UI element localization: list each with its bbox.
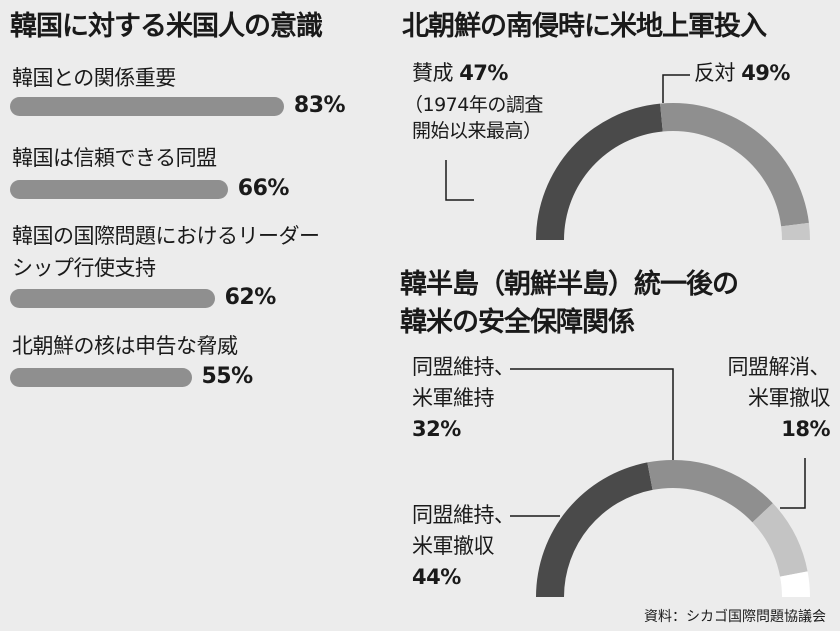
source-note: 資料：シカゴ国際問題協議会 [644, 609, 826, 625]
chart-title-security-line2: 韓米の安全保障関係 [400, 307, 635, 338]
slice-value-label: 18% [781, 417, 830, 441]
bar-value-label: 62% [224, 285, 277, 310]
slice-value-label: 47% [459, 61, 508, 85]
bar [10, 368, 192, 387]
bar [10, 289, 215, 308]
bar-label: 韓国の国際問題におけるリーダー [12, 224, 320, 248]
bar-label: 韓国は信頼できる同盟 [12, 146, 217, 170]
leader-line-dissolve [780, 458, 806, 509]
slice-label: 反対 [694, 61, 736, 85]
slice-label-line1: 同盟解消、 [727, 355, 831, 379]
chart-title-security-line1: 韓半島（朝鮮半島）統一後の [400, 269, 739, 300]
bar-value-label: 83% [293, 93, 346, 118]
bar-label: 韓国との関係重要 [12, 66, 176, 90]
annotation-oppose: 反対 49% [694, 58, 790, 89]
slice-label-line2: 米軍撤収 [412, 534, 494, 558]
donut-slice [660, 103, 809, 227]
chart-title-us-perception: 韓国に対する米国人の意識 [10, 11, 323, 42]
slice-value-label: 49% [741, 61, 790, 85]
bar-label: 北朝鮮の核は申告な脅威 [12, 334, 238, 358]
support-note-line2: 開始以来最高） [412, 120, 542, 142]
annotation-support: 賛成 47% [412, 58, 508, 89]
donut-slice [536, 462, 653, 597]
support-note-line1: （1974年の調査 [404, 94, 543, 116]
slice-label-line1: 同盟維持、 [412, 503, 515, 527]
annotation-keep-withdraw: 同盟維持、 米軍撤収 44% [412, 500, 515, 593]
annotation-dissolve: 同盟解消、 米軍撤収 18% [712, 352, 831, 445]
donut-slice [647, 459, 773, 523]
bar-value-label: 55% [201, 364, 254, 389]
bar-label-line2: シップ行使支持 [12, 256, 156, 280]
slice-label-line2: 米軍撤収 [748, 386, 831, 410]
slice-value-label: 32% [412, 417, 461, 441]
slice-label-line2: 米軍維持 [412, 386, 494, 410]
donut-chart-ground-troops [536, 103, 810, 241]
donut-chart-security-relation [536, 459, 810, 597]
slice-value-label: 44% [412, 565, 461, 589]
leader-line-oppose [662, 74, 690, 103]
annotation-keep-keep: 同盟維持、 米軍維持 32% [412, 352, 515, 445]
donut-slice [780, 571, 810, 597]
donut-slice [752, 503, 808, 577]
slice-label: 賛成 [412, 61, 454, 85]
bar-value-label: 66% [237, 176, 290, 201]
chart-title-ground-troops: 北朝鮮の南侵時に米地上軍投入 [402, 11, 767, 42]
donut-slice [781, 222, 810, 240]
bar [10, 180, 228, 199]
slice-label-line1: 同盟維持、 [412, 355, 515, 379]
donut-slice [536, 103, 663, 241]
bar [10, 97, 284, 116]
leader-lines [445, 74, 806, 517]
leader-line-support [445, 160, 474, 201]
leader-line-keep-keep [510, 368, 674, 460]
